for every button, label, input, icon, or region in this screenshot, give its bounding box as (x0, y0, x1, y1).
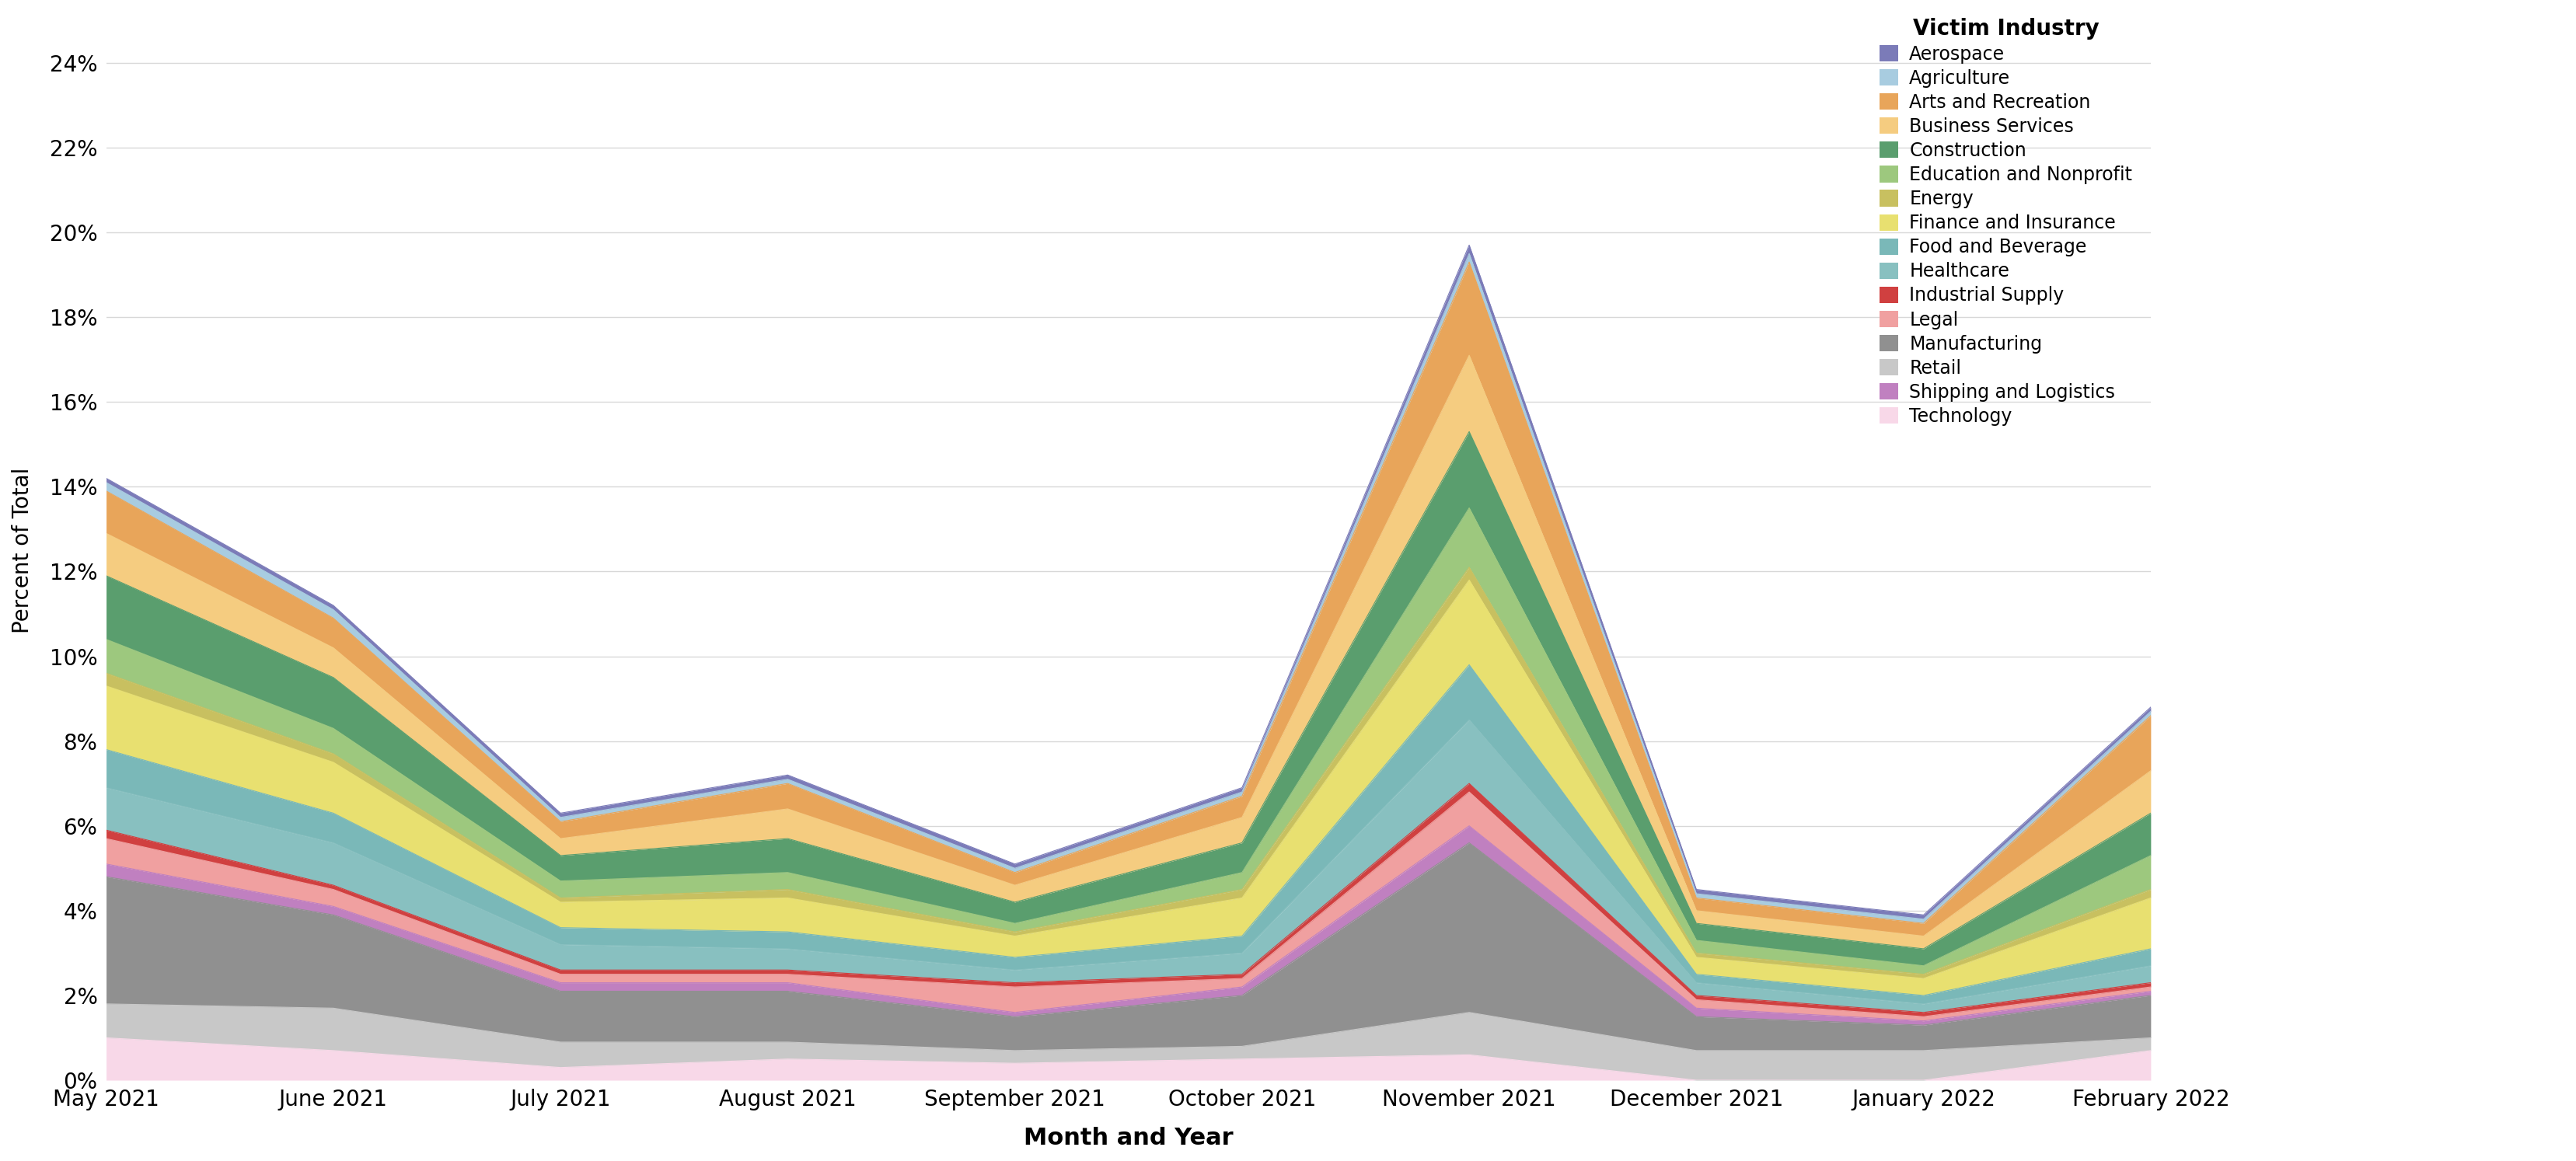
Y-axis label: Percent of Total: Percent of Total (13, 468, 33, 633)
Legend: Aerospace, Agriculture, Arts and Recreation, Business Services, Construction, Ed: Aerospace, Agriculture, Arts and Recreat… (1870, 8, 2141, 435)
X-axis label: Month and Year: Month and Year (1023, 1127, 1234, 1149)
